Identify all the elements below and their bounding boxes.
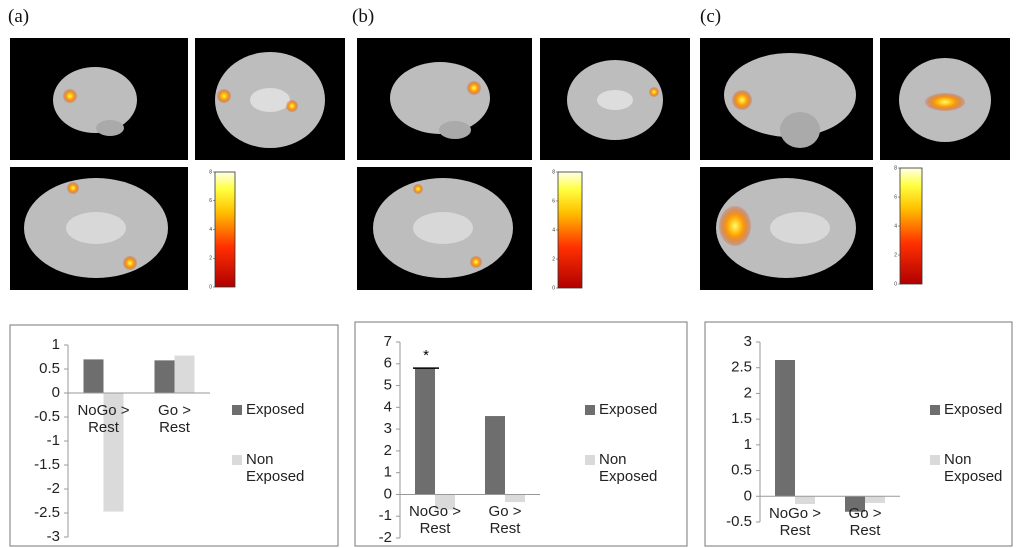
- brain-images-b: [357, 38, 690, 290]
- y-tick-label: 0: [52, 384, 60, 401]
- colorbar-tick-label: 2: [894, 252, 897, 258]
- panel-label: (c): [700, 6, 721, 28]
- bar: [485, 416, 505, 494]
- bar: [155, 360, 175, 393]
- colorbar: [900, 168, 922, 284]
- x-tick-label: NoGo > Rest: [72, 402, 136, 436]
- x-tick-label: Go > Rest: [143, 402, 207, 436]
- legend-label: Exposed: [944, 401, 1018, 418]
- y-tick-label: -1: [47, 432, 60, 449]
- x-tick-label: Go > Rest: [473, 503, 537, 537]
- y-tick-label: -1: [379, 507, 392, 524]
- y-tick-label: 2: [744, 384, 752, 401]
- figure: 0 2 4 6 8 0 2 4 6 8 0 2 4 6 8 -3 -2.5 -2 -1.5 -1 -0.5 0 0.5 1 -2…: [0, 0, 1018, 548]
- legend-swatch: [930, 405, 940, 415]
- x-tick-label: Go > Rest: [833, 505, 897, 539]
- annotation: *: [423, 347, 429, 364]
- y-tick-label: 3: [384, 420, 392, 437]
- legend-swatch: [232, 405, 242, 415]
- legend-label: Non Exposed: [599, 451, 673, 485]
- y-tick-label: 2.5: [731, 359, 752, 376]
- brain-images-a: [10, 38, 345, 290]
- colorbar: [215, 172, 235, 287]
- bar: [795, 496, 815, 504]
- colorbar-tick-label: 4: [894, 223, 897, 229]
- y-tick-label: -0.5: [726, 513, 752, 530]
- legend-swatch: [232, 455, 242, 465]
- y-tick-label: 2: [384, 442, 392, 459]
- legend-label: Exposed: [246, 401, 320, 418]
- y-tick-label: 1.5: [731, 410, 752, 427]
- colorbar: [558, 172, 582, 288]
- bar: [505, 494, 525, 502]
- y-tick-label: -0.5: [34, 408, 60, 425]
- colorbar-tick-label: 6: [552, 198, 555, 204]
- y-tick-label: 1: [384, 464, 392, 481]
- y-tick-label: 0.5: [731, 462, 752, 479]
- legend-label: Exposed: [599, 401, 673, 418]
- colorbar-tick-label: 4: [209, 227, 212, 233]
- y-tick-label: -2: [379, 529, 392, 546]
- y-tick-label: 5: [384, 377, 392, 394]
- colorbar-tick-label: 0: [894, 281, 897, 287]
- x-tick-label: NoGo > Rest: [403, 503, 467, 537]
- y-tick-label: 1: [744, 436, 752, 453]
- colorbar-tick-label: 8: [209, 169, 212, 175]
- colorbar-tick-label: 0: [552, 285, 555, 291]
- y-tick-label: 4: [384, 398, 392, 415]
- bar: [175, 356, 195, 393]
- panel-label: (a): [8, 6, 29, 28]
- x-tick-label: NoGo > Rest: [763, 505, 827, 539]
- colorbar-tick-label: 2: [209, 256, 212, 262]
- y-tick-label: -2.5: [34, 504, 60, 521]
- y-tick-label: 1: [52, 336, 60, 353]
- legend-label: Non Exposed: [246, 451, 320, 485]
- brain-images-c: [700, 38, 1010, 290]
- legend-label: Non Exposed: [944, 451, 1018, 485]
- colorbar-tick-label: 8: [552, 169, 555, 175]
- colorbar-tick-label: 4: [552, 227, 555, 233]
- y-tick-label: 3: [744, 333, 752, 350]
- y-tick-label: 7: [384, 333, 392, 350]
- bar: [775, 360, 795, 496]
- legend-swatch: [930, 455, 940, 465]
- colorbar-tick-label: 6: [894, 194, 897, 200]
- y-tick-label: 0.5: [39, 360, 60, 377]
- page: {"panel_labels": ["(a)", "(b)", "(c)"], …: [0, 0, 1018, 548]
- bar: [84, 359, 104, 393]
- colorbar-tick-label: 2: [552, 256, 555, 262]
- y-tick-label: 0: [744, 487, 752, 504]
- y-tick-label: -1.5: [34, 456, 60, 473]
- colorbar-tick-label: 8: [894, 165, 897, 171]
- colorbar-tick-label: 6: [209, 198, 212, 204]
- bar: [865, 496, 885, 503]
- bar: [415, 368, 435, 494]
- colorbar-tick-label: 0: [209, 284, 212, 290]
- y-tick-label: 6: [384, 355, 392, 372]
- y-tick-label: 0: [384, 485, 392, 502]
- legend-swatch: [585, 405, 595, 415]
- panel-label: (b): [352, 6, 374, 28]
- y-tick-label: -3: [47, 528, 60, 545]
- y-tick-label: -2: [47, 480, 60, 497]
- legend-swatch: [585, 455, 595, 465]
